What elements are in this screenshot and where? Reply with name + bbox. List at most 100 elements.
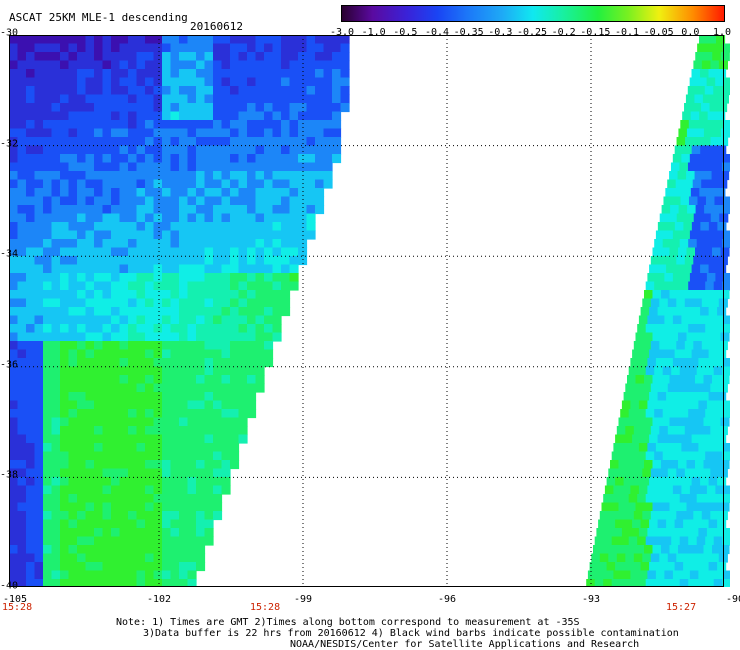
swath-cell (94, 35, 104, 45)
swath-cell (255, 256, 265, 266)
swath-cell (145, 579, 155, 587)
swath-cell (162, 341, 172, 351)
swath-cell (77, 426, 87, 436)
swath-cell (674, 264, 684, 274)
swath-cell (705, 451, 715, 461)
swath-cell (51, 52, 61, 62)
swath-cell (650, 468, 660, 478)
swath-cell (111, 485, 121, 495)
swath-cell (9, 528, 19, 538)
swath-cell (596, 570, 606, 580)
swath-cell (162, 477, 172, 487)
x-axis-label: -102 (146, 594, 172, 605)
swath-cell (94, 468, 104, 478)
swath-cell (221, 35, 231, 45)
swath-cell (77, 511, 87, 521)
swath-cell (85, 579, 95, 587)
swath-cell (196, 434, 206, 444)
swath-cell (650, 383, 660, 393)
swath-cell (696, 536, 706, 546)
swath-cell (721, 205, 730, 215)
swath-cell (26, 290, 36, 300)
swath-cell (9, 145, 19, 155)
swath-cell (717, 349, 727, 359)
swath-cell (60, 562, 70, 572)
swath-cell (694, 171, 704, 181)
swath-cell (247, 77, 257, 87)
swath-cell (221, 128, 231, 138)
swath-cell (179, 60, 189, 70)
swath-cell (647, 485, 657, 495)
swath-cell (247, 307, 257, 317)
swath-cell (213, 256, 223, 266)
swath-cell (255, 366, 265, 376)
swath-cell (255, 358, 265, 368)
swath-cell (715, 230, 725, 240)
swath-cell (145, 383, 155, 393)
swath-cell (77, 35, 87, 45)
swath-cell (221, 77, 231, 87)
swath-cell (162, 570, 172, 580)
swath-cell (43, 205, 53, 215)
swath-cell (264, 349, 274, 359)
swath-cell (17, 315, 27, 325)
swath-cell (340, 60, 350, 70)
swath-cell (60, 35, 70, 45)
swath-cell (306, 35, 316, 45)
swath-cell (170, 553, 180, 563)
swath-cell (618, 417, 628, 427)
swath-cell (667, 341, 677, 351)
swath-cell (34, 281, 44, 291)
swath-cell (264, 60, 274, 70)
swath-cell (691, 392, 701, 402)
swath-cell (221, 179, 231, 189)
swath-cell (136, 426, 146, 436)
swath-cell (281, 222, 291, 232)
swath-cell (720, 502, 730, 512)
swath-cell (77, 60, 87, 70)
swath-cell (289, 256, 299, 266)
swath-cell (111, 519, 121, 529)
swath-cell (111, 400, 121, 410)
swath-cell (153, 43, 163, 53)
swath-cell (43, 468, 53, 478)
swath-cell (706, 154, 716, 164)
swath-cell (230, 239, 240, 249)
swath-cell (94, 349, 104, 359)
swath-cell (187, 230, 197, 240)
swath-cell (315, 205, 325, 215)
swath-cell (26, 128, 36, 138)
swath-cell (340, 103, 350, 113)
swath-cell (187, 570, 197, 580)
swath-cell (102, 247, 112, 257)
swath-cell (289, 137, 299, 147)
swath-cell (213, 60, 223, 70)
swath-cell (701, 468, 711, 478)
swath-cell (17, 120, 27, 130)
swath-cell (671, 451, 681, 461)
swath-cell (633, 341, 643, 351)
swath-cell (153, 264, 163, 274)
swath-cell (43, 196, 53, 206)
swath-cell (221, 434, 231, 444)
swath-cell (34, 264, 44, 274)
swath-cell (688, 324, 698, 334)
swath-cell (712, 375, 722, 385)
swath-cell (718, 179, 728, 189)
swath-cell (170, 145, 180, 155)
note-line-2: 3)Data buffer is 22 hrs from 20160612 4)… (143, 628, 679, 639)
swath-cell (111, 120, 121, 130)
swath-cell (34, 562, 44, 572)
swath-cell (640, 477, 650, 487)
swath-cell (43, 375, 53, 385)
swath-cell (255, 324, 265, 334)
swath-cell (204, 111, 214, 121)
swath-cell (60, 69, 70, 79)
swath-cell (187, 383, 197, 393)
swath-cell (26, 145, 36, 155)
swath-cell (162, 222, 172, 232)
swath-cell (68, 553, 78, 563)
swath-cell (213, 94, 223, 104)
swath-cell (238, 162, 248, 172)
swath-cell (714, 196, 724, 206)
